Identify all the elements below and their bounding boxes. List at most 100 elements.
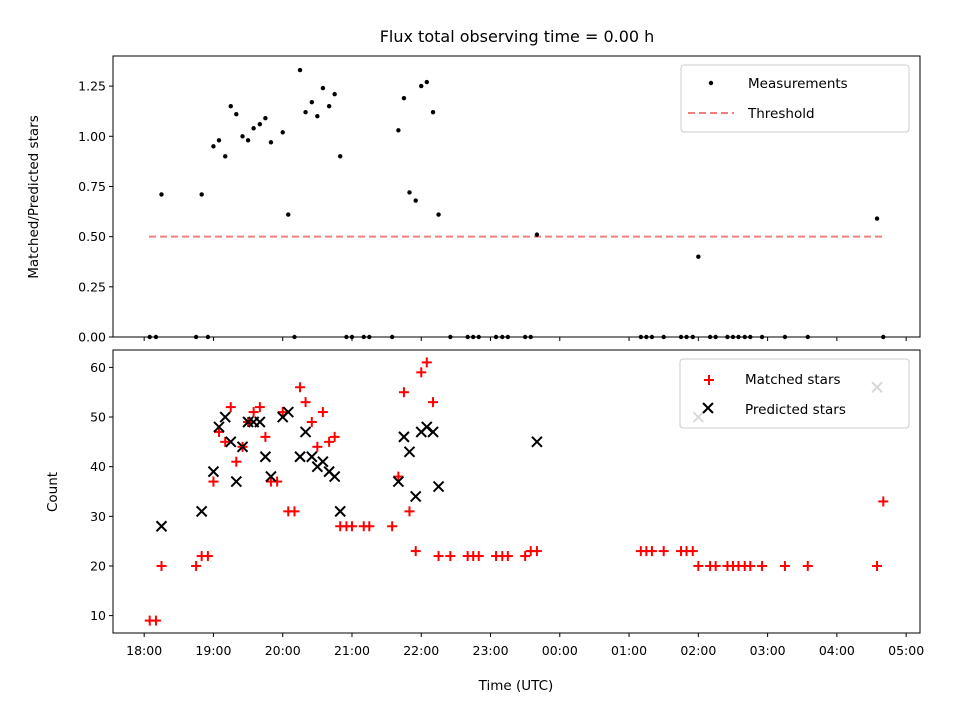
bottom-plot-area — [144, 357, 889, 626]
measurement-point — [407, 190, 412, 195]
matched-star-point — [502, 551, 513, 562]
predicted-star-point — [230, 475, 243, 488]
predicted-star-point — [213, 421, 225, 433]
x-tick-label: 19:00 — [195, 643, 231, 658]
measurement-point — [430, 110, 436, 115]
predicted-star-point — [328, 470, 341, 483]
measurement-point — [228, 103, 233, 109]
matched-star-point — [295, 382, 306, 393]
matched-star-point — [878, 496, 889, 507]
matched-star-point — [687, 546, 698, 557]
x-tick-label: 21:00 — [334, 643, 370, 658]
top-axes-frame — [112, 55, 921, 338]
measurement-point — [251, 126, 256, 131]
matched-star-point — [191, 560, 202, 571]
matched-star-point — [202, 551, 213, 562]
bottom-y-tick-label: 40 — [90, 459, 106, 474]
predicted-star-point — [410, 490, 422, 503]
measurement-point — [257, 122, 263, 127]
measurement-point — [286, 212, 291, 217]
measurement-point — [199, 192, 204, 197]
x-tick-label: 02:00 — [680, 643, 716, 658]
matched-star-point — [658, 546, 669, 557]
matched-star-point — [248, 407, 259, 418]
matched-star-point — [312, 441, 323, 452]
predicted-star-point — [432, 480, 445, 493]
matched-star-point — [150, 615, 161, 626]
predicted-star-point — [299, 426, 312, 438]
x-tick-label: 05:00 — [888, 643, 924, 658]
measurement-point — [534, 232, 540, 237]
matched-star-point — [289, 506, 300, 517]
matched-star-point — [213, 426, 224, 437]
predicted-star-point — [306, 451, 318, 463]
measurement-point — [326, 103, 332, 109]
matched-star-point — [445, 551, 456, 562]
matched-star-point — [872, 560, 883, 571]
measurement-point — [315, 114, 320, 119]
measurement-point — [223, 154, 228, 159]
bottom-legend-box — [679, 358, 910, 429]
bottom-x-axis-label: Time (UTC) — [478, 678, 554, 694]
measurement-point — [401, 95, 407, 101]
matched-star-point — [306, 416, 317, 427]
bottom-y-tick-label: 10 — [90, 608, 106, 623]
matched-star-point — [473, 551, 484, 562]
predicted-star-point — [225, 436, 237, 448]
top-legend: Measurements Threshold — [680, 64, 910, 133]
top-x-ticks — [143, 337, 907, 341]
top-y-tick-label: 1.00 — [78, 129, 106, 144]
predicted-star-point — [427, 426, 439, 438]
measurement-point — [263, 116, 268, 121]
measurement-point — [320, 85, 326, 91]
top-y-tick-label: 0.50 — [78, 229, 106, 244]
matched-star-point — [156, 560, 167, 571]
matched-star-point — [208, 476, 219, 487]
predicted-star-point — [236, 441, 249, 453]
x-tick-label: 18:00 — [126, 643, 162, 658]
bottom-x-ticks: 18:00 19:00 20:00 21:00 22:00 23:00 00:00 01:00… — [126, 633, 924, 658]
top-y-axis-label: Matched/Predicted stars — [26, 115, 42, 278]
matched-star-point — [225, 402, 236, 413]
legend-matched-label: Matched stars — [745, 372, 841, 388]
matched-star-point — [531, 546, 542, 557]
matched-star-point — [393, 471, 404, 482]
top-y-ticks: 0.00 0.25 0.50 0.75 1.00 1.25 — [78, 79, 113, 345]
matched-star-point — [317, 407, 328, 418]
matched-star-point — [329, 431, 340, 442]
matched-star-point — [387, 521, 398, 532]
legend-predicted-label: Predicted stars — [745, 402, 846, 418]
matched-star-point — [757, 560, 768, 571]
matched-star-point — [520, 551, 531, 562]
matched-star-point — [324, 436, 335, 447]
bottom-axes-frame — [112, 349, 921, 634]
predicted-star-point — [259, 451, 272, 463]
legend-predicted-marker — [702, 402, 714, 414]
matched-star-point — [428, 397, 439, 408]
top-chart-title: Flux total observing time = 0.00 h — [380, 27, 655, 46]
measurement-point — [424, 79, 429, 85]
measurement-point — [268, 140, 274, 145]
top-panel: Flux total observing time = 0.00 h 0.000… — [26, 27, 921, 345]
matched-star-point — [421, 357, 432, 368]
matched-star-point — [277, 407, 288, 418]
legend-matched-marker — [704, 375, 714, 385]
x-tick-label: 00:00 — [542, 643, 578, 658]
measurement-point — [396, 128, 401, 133]
bottom-y-axis-label: Count — [45, 472, 61, 512]
predicted-star-point — [294, 451, 306, 463]
matched-star-point — [364, 521, 375, 532]
matched-star-point — [346, 521, 357, 532]
matched-star-point — [745, 560, 756, 571]
predicted-star-point — [195, 505, 208, 518]
measurement-point — [419, 83, 424, 89]
predicted-star-point — [403, 446, 416, 458]
predicted-star-point — [282, 406, 294, 418]
matched-star-point — [231, 456, 242, 467]
matched-star-point — [300, 397, 311, 408]
measurement-point — [240, 134, 245, 139]
measurement-point — [874, 216, 880, 221]
measurement-point — [234, 112, 239, 117]
matched-star-point — [646, 546, 657, 557]
x-tick-label: 04:00 — [819, 643, 855, 658]
